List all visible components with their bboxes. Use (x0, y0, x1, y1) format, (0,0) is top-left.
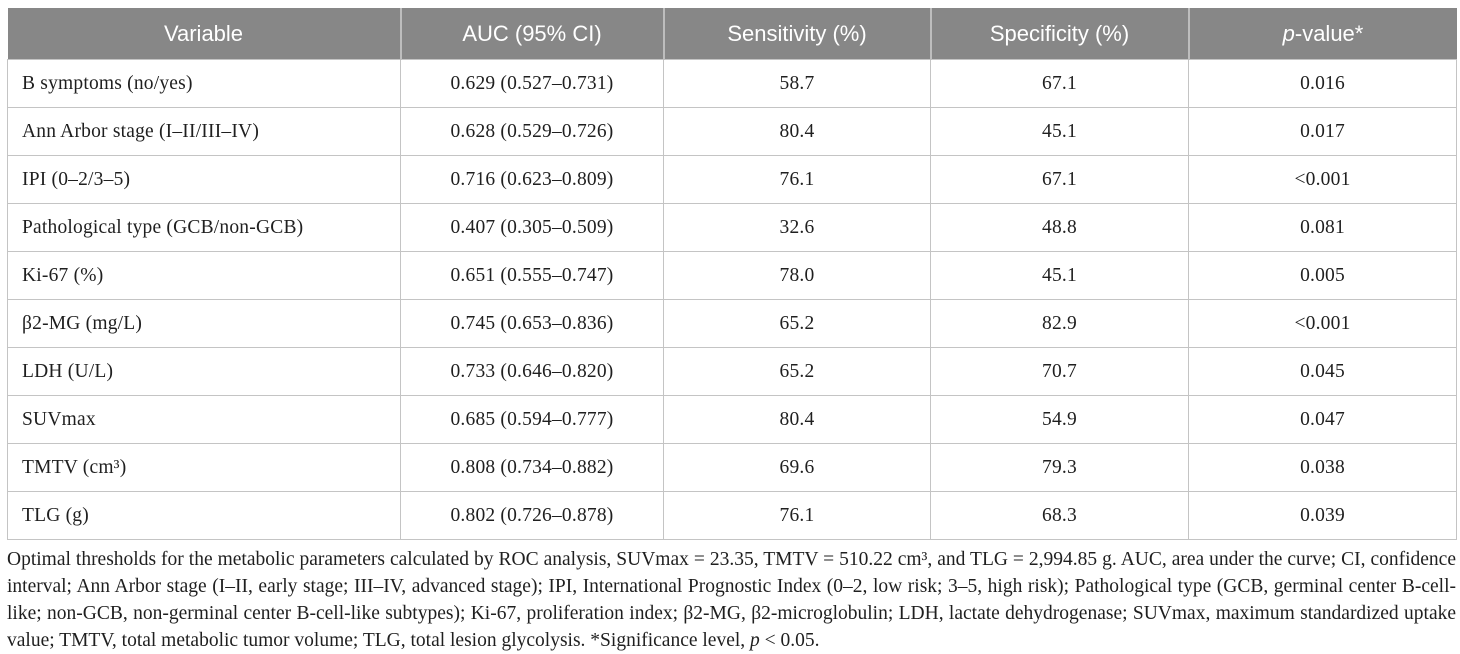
cell-variable: Pathological type (GCB/non-GCB) (7, 203, 401, 252)
cell-specificity: 54.9 (930, 395, 1189, 444)
cell-auc: 0.628 (0.529–0.726) (400, 107, 664, 156)
cell-sensitivity: 32.6 (663, 203, 931, 252)
cell-variable: Ann Arbor stage (I–II/III–IV) (7, 107, 401, 156)
cell-sensitivity: 76.1 (663, 491, 931, 540)
col-header-auc: AUC (95% CI) (399, 8, 664, 60)
table-row: SUVmax 0.685 (0.594–0.777) 80.4 54.9 0.0… (7, 395, 1457, 444)
cell-p-value: 0.017 (1188, 107, 1457, 156)
cell-sensitivity: 76.1 (663, 155, 931, 204)
cell-sensitivity: 58.7 (663, 59, 931, 108)
cell-auc: 0.733 (0.646–0.820) (400, 347, 664, 396)
cell-sensitivity: 65.2 (663, 299, 931, 348)
table-footnote: Optimal thresholds for the metabolic par… (7, 546, 1456, 654)
cell-p-value: 0.045 (1188, 347, 1457, 396)
table-row: TMTV (cm³) 0.808 (0.734–0.882) 69.6 79.3… (7, 443, 1457, 492)
cell-auc: 0.808 (0.734–0.882) (400, 443, 664, 492)
cell-auc: 0.745 (0.653–0.836) (400, 299, 664, 348)
cell-specificity: 48.8 (930, 203, 1189, 252)
cell-p-value: <0.001 (1188, 155, 1457, 204)
col-header-sensitivity: Sensitivity (%) (662, 8, 931, 60)
cell-variable: B symptoms (no/yes) (7, 59, 401, 108)
cell-sensitivity: 78.0 (663, 251, 931, 300)
table-row: β2-MG (mg/L) 0.745 (0.653–0.836) 65.2 82… (7, 299, 1457, 348)
table-row: B symptoms (no/yes) 0.629 (0.527–0.731) … (7, 59, 1457, 108)
col-header-p-value: p-value* (1187, 8, 1457, 60)
table-row: TLG (g) 0.802 (0.726–0.878) 76.1 68.3 0.… (7, 491, 1457, 540)
cell-specificity: 45.1 (930, 251, 1189, 300)
cell-p-value: 0.005 (1188, 251, 1457, 300)
cell-variable: TLG (g) (7, 491, 401, 540)
footnote-text-end: < 0.05. (759, 630, 820, 651)
p-rest: -value* (1294, 20, 1364, 46)
col-header-variable: Variable (7, 8, 401, 60)
table-row: Pathological type (GCB/non-GCB) 0.407 (0… (7, 203, 1457, 252)
table-row: Ann Arbor stage (I–II/III–IV) 0.628 (0.5… (7, 107, 1457, 156)
cell-variable: Ki-67 (%) (7, 251, 401, 300)
cell-variable: β2-MG (mg/L) (7, 299, 401, 348)
footnote-text: Optimal thresholds for the metabolic par… (7, 549, 1456, 651)
footnote-p-italic: p (750, 630, 760, 651)
cell-variable: IPI (0–2/3–5) (7, 155, 401, 204)
cell-variable: SUVmax (7, 395, 401, 444)
col-header-specificity: Specificity (%) (929, 8, 1189, 60)
cell-auc: 0.802 (0.726–0.878) (400, 491, 664, 540)
cell-p-value: <0.001 (1188, 299, 1457, 348)
cell-auc: 0.716 (0.623–0.809) (400, 155, 664, 204)
cell-sensitivity: 65.2 (663, 347, 931, 396)
cell-p-value: 0.081 (1188, 203, 1457, 252)
cell-auc: 0.629 (0.527–0.731) (400, 59, 664, 108)
cell-variable: LDH (U/L) (7, 347, 401, 396)
cell-p-value: 0.039 (1188, 491, 1457, 540)
cell-sensitivity: 80.4 (663, 107, 931, 156)
cell-specificity: 67.1 (930, 155, 1189, 204)
cell-specificity: 67.1 (930, 59, 1189, 108)
cell-p-value: 0.047 (1188, 395, 1457, 444)
cell-specificity: 45.1 (930, 107, 1189, 156)
cell-sensitivity: 80.4 (663, 395, 931, 444)
cell-auc: 0.651 (0.555–0.747) (400, 251, 664, 300)
cell-auc: 0.407 (0.305–0.509) (400, 203, 664, 252)
table-row: IPI (0–2/3–5) 0.716 (0.623–0.809) 76.1 6… (7, 155, 1457, 204)
cell-auc: 0.685 (0.594–0.777) (400, 395, 664, 444)
table-header-row: Variable AUC (95% CI) Sensitivity (%) Sp… (7, 8, 1457, 60)
table-row: LDH (U/L) 0.733 (0.646–0.820) 65.2 70.7 … (7, 347, 1457, 396)
p-italic: p (1282, 20, 1295, 46)
cell-specificity: 79.3 (930, 443, 1189, 492)
cell-specificity: 82.9 (930, 299, 1189, 348)
table-row: Ki-67 (%) 0.651 (0.555–0.747) 78.0 45.1 … (7, 251, 1457, 300)
roc-analysis-table: Variable AUC (95% CI) Sensitivity (%) Sp… (7, 8, 1457, 540)
cell-specificity: 68.3 (930, 491, 1189, 540)
cell-sensitivity: 69.6 (663, 443, 931, 492)
cell-p-value: 0.016 (1188, 59, 1457, 108)
cell-specificity: 70.7 (930, 347, 1189, 396)
cell-variable: TMTV (cm³) (7, 443, 401, 492)
cell-p-value: 0.038 (1188, 443, 1457, 492)
